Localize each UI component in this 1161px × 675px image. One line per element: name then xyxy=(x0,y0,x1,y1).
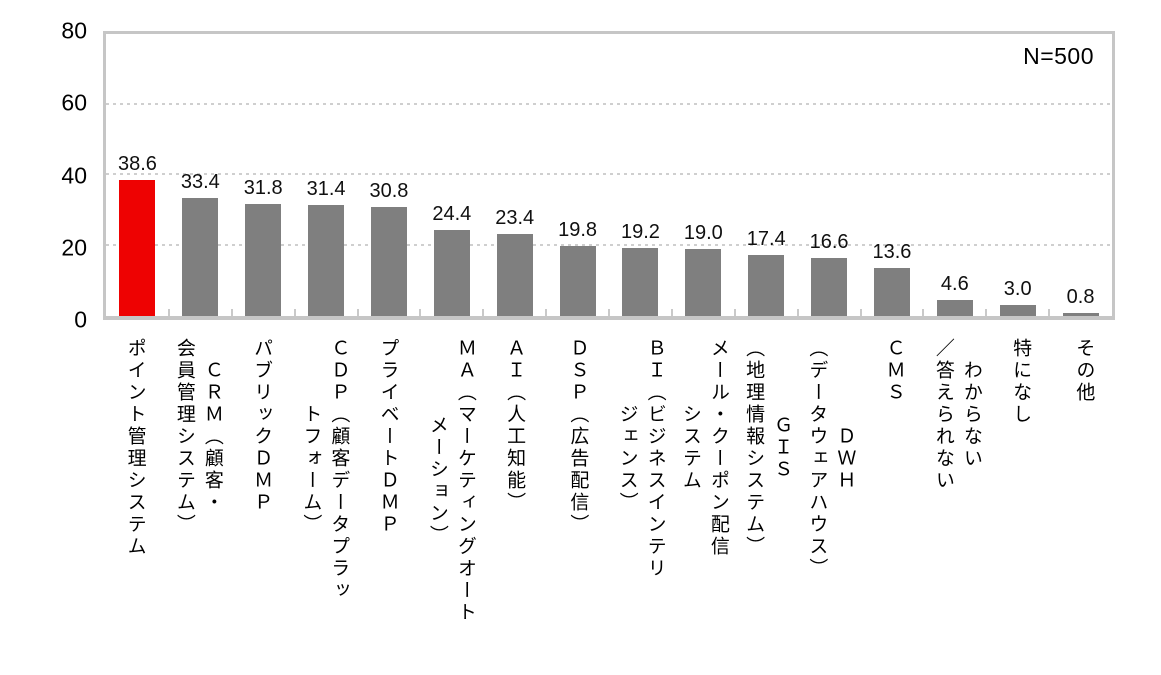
x-axis-labels: ポイント管理システム ＣＲＭ（顧客・ 会員管理システム） パブリックＤＭＰ ＣＤＰ（顧… xyxy=(103,338,1115,658)
category-label: その他 xyxy=(1073,338,1095,404)
category-label: ポイント管理システム xyxy=(124,338,146,558)
bar xyxy=(182,198,219,316)
category-label: ＣＤＰ（顧客データプラッ トフォーム） xyxy=(300,338,350,602)
bar-slot: 31.8 xyxy=(232,34,295,316)
bar-slot: 0.8 xyxy=(1049,34,1112,316)
category-label-slot: ＢＩ（ビジネスインテリ ジェンス） xyxy=(609,338,672,580)
category-label-slot: ＧＩＳ （地理情報システム） xyxy=(736,338,799,558)
category-label-slot: パブリックＤＭＰ xyxy=(230,338,293,514)
y-axis-labels: 0 20 40 60 80 xyxy=(0,19,95,331)
category-label-slot: ＣＤＰ（顧客データプラッ トフォーム） xyxy=(293,338,356,602)
bar-slot: 23.4 xyxy=(483,34,546,316)
bar-slot: 16.6 xyxy=(798,34,861,316)
bar-slot: 19.0 xyxy=(672,34,735,316)
bar xyxy=(370,207,407,316)
bar-slot: 13.6 xyxy=(861,34,924,316)
category-label: ＤＷＨ （データウェアハウス） xyxy=(806,338,856,580)
bar xyxy=(748,254,785,316)
category-label: ＭＡ（マーケティングオート メーション） xyxy=(426,338,476,624)
category-label: 特になし xyxy=(1010,338,1032,426)
bars-container: 38.6 33.4 31.8 31.4 30.8 24.4 23.4 19.8 19.2 19.0… xyxy=(106,34,1112,316)
category-label-slot: ＤＳＰ（広告配信） xyxy=(546,338,609,536)
category-label-slot: プライベートＤＭＰ xyxy=(356,338,419,536)
bar-slot: 30.8 xyxy=(358,34,421,316)
bar xyxy=(496,233,533,316)
value-label: 24.4 xyxy=(432,203,472,225)
value-label: 17.4 xyxy=(746,227,786,250)
category-label: パブリックＤＭＰ xyxy=(251,338,273,514)
y-axis-tick-label: 40 xyxy=(61,162,87,188)
category-label-slot: ＣＲＭ（顧客・ 会員管理システム） xyxy=(166,338,229,536)
value-label: 31.4 xyxy=(306,178,346,201)
bar xyxy=(433,230,470,316)
category-label: わからない ／答えられない xyxy=(932,338,982,492)
bar xyxy=(936,299,973,316)
y-axis-tick-label: 20 xyxy=(61,234,87,261)
bar-slot: 3.0 xyxy=(986,34,1049,316)
value-label: 3.0 xyxy=(1003,278,1032,301)
plot-area: N=500 38.6 33.4 31.8 31.4 30.8 24.4 23.4 19.8 19… xyxy=(103,31,1115,320)
value-label: 19.2 xyxy=(620,221,660,244)
bar xyxy=(811,257,848,316)
bar-slot: 33.4 xyxy=(169,34,232,316)
bar xyxy=(685,249,722,316)
category-label: メール・クーポン配信 システム xyxy=(679,338,729,558)
category-label-slot: ＤＷＨ （データウェアハウス） xyxy=(799,338,862,580)
category-label-slot: ＡＩ（人工知能） xyxy=(483,338,546,514)
category-label-slot: わからない ／答えられない xyxy=(925,338,988,492)
category-label-slot: 特になし xyxy=(989,338,1052,426)
bar-slot: 19.2 xyxy=(609,34,672,316)
y-axis-tick-label: 60 xyxy=(61,89,87,116)
sample-size-label: N=500 xyxy=(1023,43,1094,69)
category-label: ＣＭＳ xyxy=(883,338,905,404)
bar-slot: 31.4 xyxy=(295,34,358,316)
bar-slot: 24.4 xyxy=(420,34,483,316)
value-label: 19.0 xyxy=(683,222,723,245)
bar xyxy=(308,205,345,316)
value-label: 23.4 xyxy=(495,206,535,229)
bar-slot: 19.8 xyxy=(546,34,609,316)
category-label-slot: メール・クーポン配信 システム xyxy=(672,338,735,558)
category-label-slot: ＭＡ（マーケティングオート メーション） xyxy=(419,338,482,624)
value-label: 33.4 xyxy=(180,171,220,194)
bar xyxy=(999,305,1036,316)
value-label: 19.8 xyxy=(558,219,598,242)
category-label-slot: その他 xyxy=(1052,338,1115,404)
category-label: ＧＩＳ （地理情報システム） xyxy=(743,338,793,558)
category-label: ＢＩ（ビジネスインテリ ジェンス） xyxy=(616,338,666,580)
value-label: 16.6 xyxy=(809,230,849,253)
bar-slot: 4.6 xyxy=(923,34,986,316)
category-label: ＡＩ（人工知能） xyxy=(504,338,526,514)
category-label-slot: ＣＭＳ xyxy=(862,338,925,404)
y-axis-tick-label: 0 xyxy=(74,306,87,333)
bar-slot: 38.6 xyxy=(106,34,169,316)
y-axis-tick-label: 80 xyxy=(61,17,87,44)
category-label: プライベートＤＭＰ xyxy=(377,338,399,536)
value-label: 4.6 xyxy=(940,272,969,295)
bar-slot: 17.4 xyxy=(735,34,798,316)
category-label: ＤＳＰ（広告配信） xyxy=(567,338,589,536)
category-label-slot: ポイント管理システム xyxy=(103,338,166,558)
value-label: 38.6 xyxy=(117,152,157,175)
bar xyxy=(873,268,910,316)
bar xyxy=(559,246,596,316)
category-label: ＣＲＭ（顧客・ 会員管理システム） xyxy=(173,338,223,536)
bar xyxy=(1062,313,1099,316)
bar-highlighted xyxy=(119,179,156,316)
value-label: 0.8 xyxy=(1066,286,1095,309)
bar xyxy=(245,203,282,316)
bar xyxy=(622,248,659,316)
value-label: 30.8 xyxy=(369,180,409,203)
value-label: 13.6 xyxy=(872,241,912,264)
value-label: 31.8 xyxy=(243,176,283,199)
